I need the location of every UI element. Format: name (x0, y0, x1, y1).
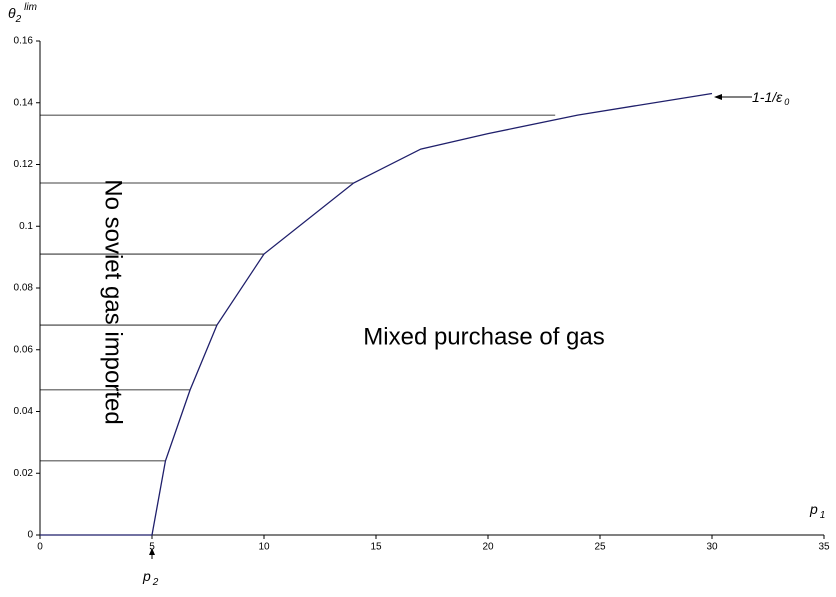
end-label-text: 1-1/ε (752, 89, 783, 105)
y-tick-label: 0.16 (14, 36, 34, 47)
x-label-sub: 1 (820, 510, 826, 521)
marker-label-sub: 2 (152, 577, 159, 588)
y-label: θ2lim (8, 2, 37, 25)
x-tick-label: 35 (818, 542, 830, 553)
marker-arrowhead (149, 548, 155, 555)
y-tick-label: 0.1 (19, 221, 33, 232)
x-tick-label: 15 (370, 542, 382, 553)
y-tick-label: 0.08 (14, 283, 34, 294)
end-label-sub: 0 (784, 97, 789, 107)
y-label-sub: 2 (15, 14, 22, 25)
x-tick-label: 30 (706, 542, 718, 553)
region-left-label: No soviet gas imported (100, 179, 127, 424)
marker-label-symbol: p (142, 568, 151, 584)
x-tick-label: 0 (37, 542, 43, 553)
x-label-symbol: p (809, 501, 818, 517)
y-label-sup: lim (24, 2, 37, 13)
x-tick-label: 25 (594, 542, 606, 553)
end-label: 1-1/ε 0 (752, 89, 789, 108)
x-tick-label: 20 (482, 542, 494, 553)
y-tick-label: 0 (27, 530, 33, 541)
y-tick-label: 0.14 (14, 97, 34, 108)
y-label-symbol: θ (8, 5, 16, 21)
x-tick-label: 5 (149, 542, 155, 553)
x-tick-label: 10 (258, 542, 270, 553)
y-tick-label: 0.12 (14, 159, 34, 170)
y-tick-label: 0.04 (14, 406, 34, 417)
y-tick-label: 0.02 (14, 468, 34, 479)
region-right-label: Mixed purchase of gas (363, 323, 604, 350)
y-tick-label: 0.06 (14, 344, 34, 355)
curve (40, 92, 713, 536)
end-arrowhead (714, 94, 722, 100)
